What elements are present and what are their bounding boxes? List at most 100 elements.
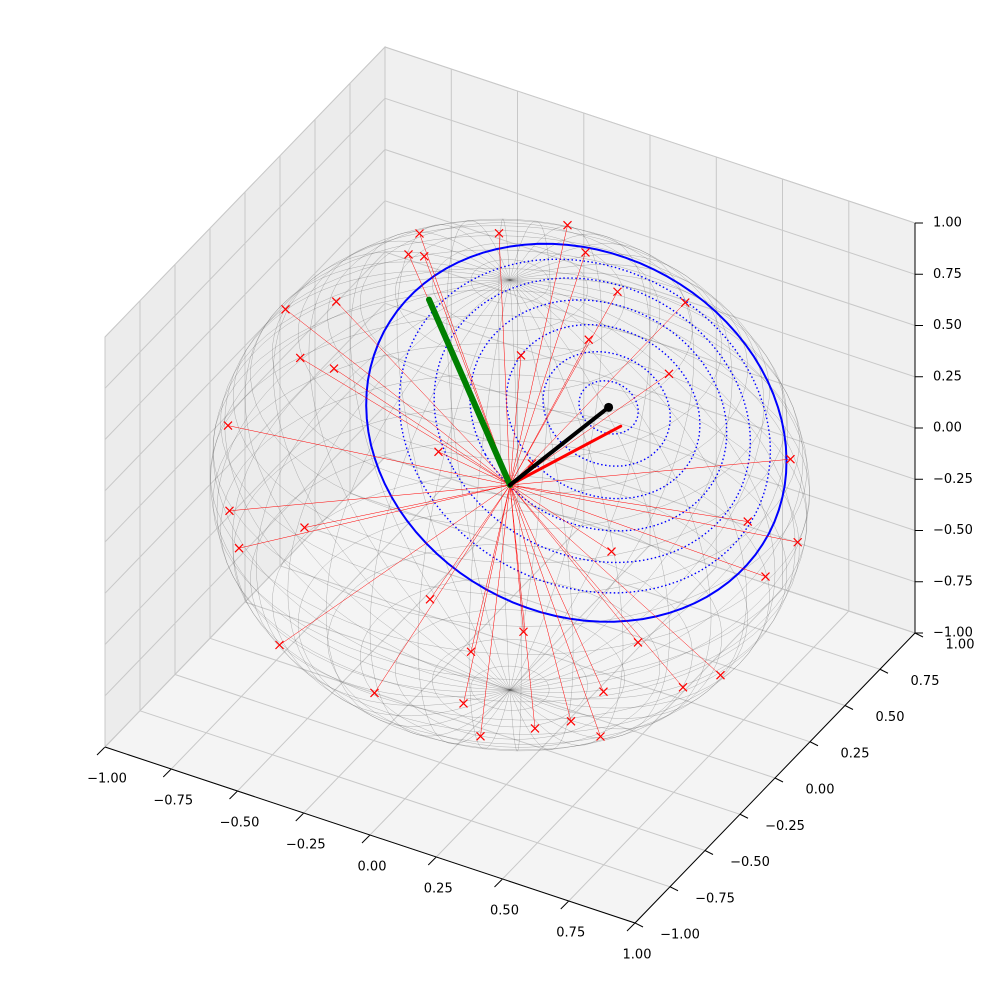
tick-mark bbox=[774, 777, 784, 783]
tick-mark bbox=[844, 705, 854, 710]
z-tick-label: −0.75 bbox=[933, 574, 973, 589]
scatter-point bbox=[519, 627, 528, 637]
scatter-point bbox=[275, 640, 284, 650]
scatter-point bbox=[415, 229, 424, 238]
grid-line bbox=[104, 302, 916, 594]
x-tick-label: 0.25 bbox=[424, 882, 453, 897]
x-tick-label: −0.75 bbox=[153, 794, 193, 809]
origin-line bbox=[336, 301, 511, 486]
scatter-point bbox=[607, 547, 616, 557]
tick-mark bbox=[560, 900, 570, 910]
tick-mark bbox=[361, 834, 371, 844]
origin-line bbox=[300, 357, 511, 486]
scatter-point bbox=[281, 304, 290, 314]
y-tick-label: −0.50 bbox=[730, 855, 770, 870]
sphere-longitude bbox=[308, 240, 511, 691]
origin-line bbox=[509, 484, 748, 522]
tick-mark bbox=[914, 632, 924, 638]
grid-line bbox=[104, 353, 916, 645]
origin-line bbox=[509, 484, 572, 722]
z-tick-label: −0.50 bbox=[933, 523, 973, 538]
origin-line bbox=[438, 451, 511, 486]
z-tick-label: 0.25 bbox=[933, 369, 962, 384]
tick-mark bbox=[494, 878, 503, 888]
origin-line bbox=[509, 484, 604, 692]
y-tick-label: 0.25 bbox=[841, 746, 870, 761]
origin-line bbox=[279, 484, 511, 646]
grid-line bbox=[104, 200, 916, 492]
tick-mark bbox=[96, 746, 106, 756]
tick-mark bbox=[704, 850, 714, 855]
origin-line bbox=[498, 233, 511, 486]
sphere-longitude bbox=[224, 270, 511, 691]
origin-line bbox=[509, 484, 798, 543]
tick-mark bbox=[229, 790, 238, 800]
axis-line bbox=[104, 223, 916, 924]
origin-line bbox=[227, 425, 511, 486]
origin-line bbox=[509, 339, 589, 486]
scatter-point bbox=[584, 335, 594, 345]
origin-line bbox=[304, 484, 511, 528]
scatter-point bbox=[434, 447, 443, 457]
scatter-point bbox=[329, 364, 339, 373]
sphere-longitude bbox=[509, 279, 624, 746]
tick-mark bbox=[634, 922, 644, 928]
origin-line bbox=[509, 302, 686, 486]
origin-line bbox=[509, 484, 612, 552]
sphere-longitude bbox=[509, 279, 712, 730]
scatter-point bbox=[786, 454, 795, 464]
scatter-point bbox=[404, 249, 413, 259]
origin-line bbox=[509, 484, 766, 577]
origin-line bbox=[238, 484, 511, 549]
sphere-longitude bbox=[210, 279, 511, 691]
sphere-longitude bbox=[509, 279, 808, 693]
x-tick-label: 0.75 bbox=[556, 926, 585, 941]
origin-line bbox=[509, 484, 601, 737]
origin-line bbox=[229, 484, 511, 512]
sphere-longitude bbox=[256, 279, 511, 706]
circle bbox=[469, 299, 728, 532]
scatter-point bbox=[563, 220, 572, 230]
z-tick-label: 0.75 bbox=[933, 267, 962, 282]
sphere-longitude bbox=[216, 279, 511, 692]
scatter-point bbox=[476, 731, 485, 741]
x-tick-label: 1.00 bbox=[623, 948, 652, 963]
scatter-point bbox=[331, 297, 341, 307]
circle bbox=[398, 258, 772, 594]
scatter-point bbox=[516, 351, 526, 360]
scatter-point bbox=[761, 572, 770, 582]
tick-mark bbox=[162, 768, 172, 778]
origin-line bbox=[509, 291, 618, 486]
z-tick-label: 0.00 bbox=[933, 421, 962, 436]
origin-line bbox=[480, 484, 511, 737]
grid-line bbox=[104, 405, 916, 697]
sphere-longitude bbox=[498, 218, 511, 691]
circle bbox=[433, 277, 752, 564]
sphere-longitude bbox=[509, 233, 651, 691]
grid-line bbox=[104, 46, 916, 338]
origin-line bbox=[333, 368, 511, 486]
scatter-point bbox=[466, 647, 476, 657]
sphere-longitude bbox=[350, 231, 511, 691]
origin-line bbox=[463, 484, 511, 704]
scatter-point bbox=[566, 716, 576, 726]
scatter-point bbox=[678, 682, 688, 692]
scatter-point bbox=[530, 723, 540, 733]
sphere-longitude bbox=[509, 279, 747, 719]
vector bbox=[508, 405, 611, 487]
scatter-point bbox=[716, 670, 725, 680]
scatter-point bbox=[370, 688, 379, 698]
tick-mark bbox=[879, 668, 889, 674]
scatter-point bbox=[581, 247, 590, 257]
origin-line bbox=[509, 484, 639, 643]
tick-mark bbox=[427, 856, 437, 866]
scatter-point bbox=[234, 543, 244, 553]
grid-line bbox=[104, 97, 916, 389]
y-tick-label: −0.75 bbox=[695, 891, 735, 906]
vector bbox=[426, 296, 513, 488]
sphere-longitude bbox=[509, 220, 552, 691]
origin-line bbox=[509, 355, 522, 486]
sphere-longitude bbox=[509, 279, 776, 709]
scatter-point bbox=[680, 298, 690, 308]
